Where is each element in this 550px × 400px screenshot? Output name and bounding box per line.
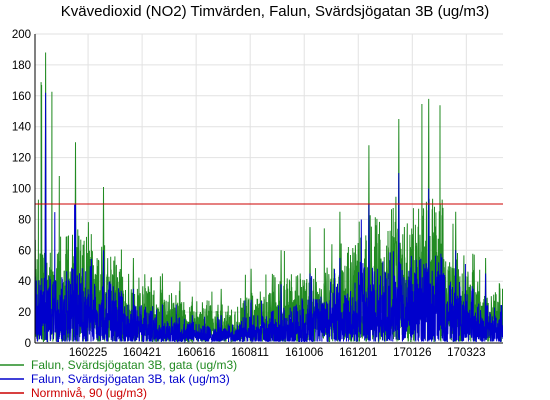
y-tick-label: 140 <box>12 122 31 134</box>
y-tick-label: 40 <box>18 276 31 288</box>
legend-label: Normnivå, 90 (ug/m3) <box>31 386 147 400</box>
x-tick-label: 160616 <box>177 347 215 359</box>
plot-area <box>35 52 503 343</box>
legend-label: Falun, Svärdsjögatan 3B, gata (ug/m3) <box>31 358 237 372</box>
y-tick-label: 20 <box>18 307 31 319</box>
chart-title: Kvävedioxid (NO2) Timvärden, Falun, Svär… <box>61 3 490 20</box>
x-tick-label: 161006 <box>285 347 323 359</box>
y-tick-label: 80 <box>18 214 31 226</box>
x-tick-label: 170323 <box>447 347 485 359</box>
y-tick-label: 60 <box>18 245 31 257</box>
x-tick-label: 160225 <box>69 347 107 359</box>
y-tick-label: 0 <box>25 338 31 350</box>
series-line-1 <box>35 92 503 343</box>
y-tick-label: 120 <box>12 153 31 165</box>
grid <box>35 33 503 344</box>
y-tick-label: 180 <box>12 60 31 72</box>
x-tick-label: 160421 <box>123 347 161 359</box>
legend: Falun, Svärdsjögatan 3B, gata (ug/m3)Fal… <box>0 358 237 400</box>
x-tick-label: 170126 <box>393 347 431 359</box>
x-tick-label: 160811 <box>231 347 269 359</box>
y-tick-label: 200 <box>12 29 31 41</box>
y-tick-label: 100 <box>12 184 31 196</box>
x-tick-label: 161201 <box>339 347 377 359</box>
y-tick-label: 160 <box>12 91 31 103</box>
axes: 0 20 40 60 80 100 120 140 160 180 200 160225 160421 1… <box>12 29 503 359</box>
legend-label: Falun, Svärdsjögatan 3B, tak (ug/m3) <box>31 372 230 386</box>
